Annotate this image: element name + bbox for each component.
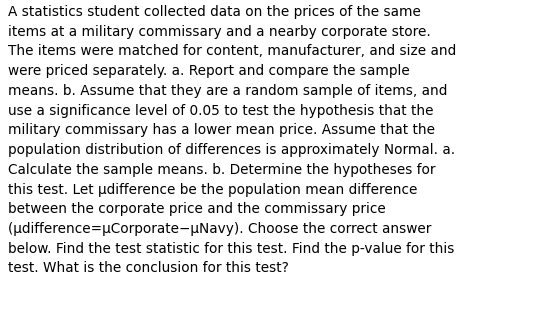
Text: A statistics student collected data on the prices of the same
items at a militar: A statistics student collected data on t…	[8, 5, 456, 275]
